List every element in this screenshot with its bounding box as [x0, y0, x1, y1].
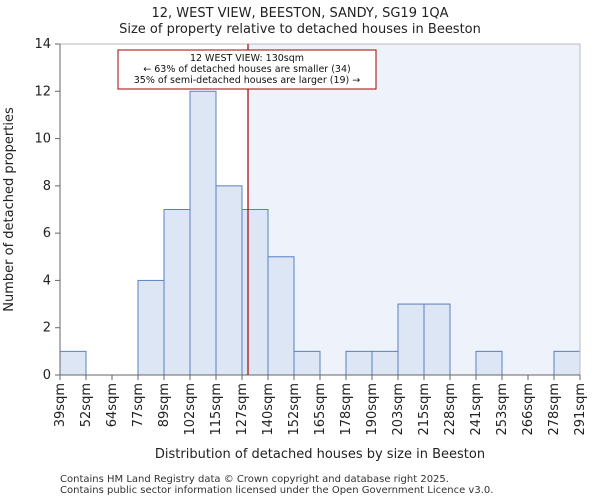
- annotation-line: 35% of semi-detached houses are larger (…: [134, 75, 361, 86]
- footer-line-1: Contains HM Land Registry data © Crown c…: [60, 474, 449, 485]
- chart-subtitle: Size of property relative to detached ho…: [119, 22, 481, 37]
- histogram-bar: [59, 350, 87, 376]
- x-tick-label: 178sqm: [339, 383, 354, 436]
- histogram-bar: [345, 350, 373, 376]
- y-tick-label: 10: [34, 132, 51, 147]
- x-tick-label: 291sqm: [573, 383, 588, 436]
- histogram-bar: [423, 303, 451, 376]
- x-tick-label: 228sqm: [443, 383, 458, 436]
- x-tick-label: 253sqm: [495, 383, 510, 436]
- y-tick-label: 2: [43, 321, 51, 336]
- y-axis-title: Number of detached properties: [2, 107, 17, 312]
- x-tick-label: 127sqm: [235, 383, 250, 436]
- y-tick-label: 6: [43, 226, 51, 241]
- x-tick-label: 52sqm: [79, 383, 94, 427]
- x-tick-label: 89sqm: [157, 383, 172, 427]
- x-tick-label: 241sqm: [469, 383, 484, 436]
- x-tick-label: 165sqm: [313, 383, 328, 436]
- y-tick-label: 8: [43, 179, 51, 194]
- x-tick-label: 152sqm: [287, 383, 302, 436]
- x-tick-label: 266sqm: [521, 383, 536, 436]
- x-tick-label: 64sqm: [105, 383, 120, 427]
- histogram-bar: [293, 350, 321, 376]
- chart-title: 12, WEST VIEW, BEESTON, SANDY, SG19 1QA: [151, 6, 449, 21]
- histogram-bar: [371, 350, 399, 376]
- x-tick-label: 203sqm: [391, 383, 406, 436]
- histogram-bar: [189, 90, 217, 376]
- histogram-bar: [137, 279, 165, 376]
- y-tick-label: 0: [43, 368, 51, 383]
- x-tick-label: 190sqm: [365, 383, 380, 436]
- histogram-bar: [267, 256, 295, 376]
- histogram-bar: [475, 350, 503, 376]
- y-tick-label: 14: [34, 37, 51, 52]
- annotation-line: 12 WEST VIEW: 130sqm: [190, 53, 304, 64]
- histogram-bar: [163, 209, 191, 376]
- x-tick-label: 102sqm: [183, 383, 198, 436]
- x-axis-title: Distribution of detached houses by size …: [155, 447, 485, 462]
- histogram-bar: [215, 185, 243, 376]
- x-tick-label: 115sqm: [209, 383, 224, 436]
- histogram-bar: [241, 209, 269, 376]
- footer-line-2: Contains public sector information licen…: [60, 485, 494, 496]
- x-tick-label: 77sqm: [131, 383, 146, 427]
- x-tick-label: 278sqm: [547, 383, 562, 436]
- histogram-bar: [553, 350, 581, 376]
- y-tick-label: 4: [43, 273, 51, 288]
- y-tick-label: 12: [34, 84, 51, 99]
- x-tick-label: 140sqm: [261, 383, 276, 436]
- histogram-bar: [397, 303, 425, 376]
- annotation-line: ← 63% of detached houses are smaller (34…: [143, 64, 350, 75]
- x-tick-label: 39sqm: [53, 383, 68, 427]
- annotation-box: [117, 49, 377, 90]
- x-tick-label: 215sqm: [417, 383, 432, 436]
